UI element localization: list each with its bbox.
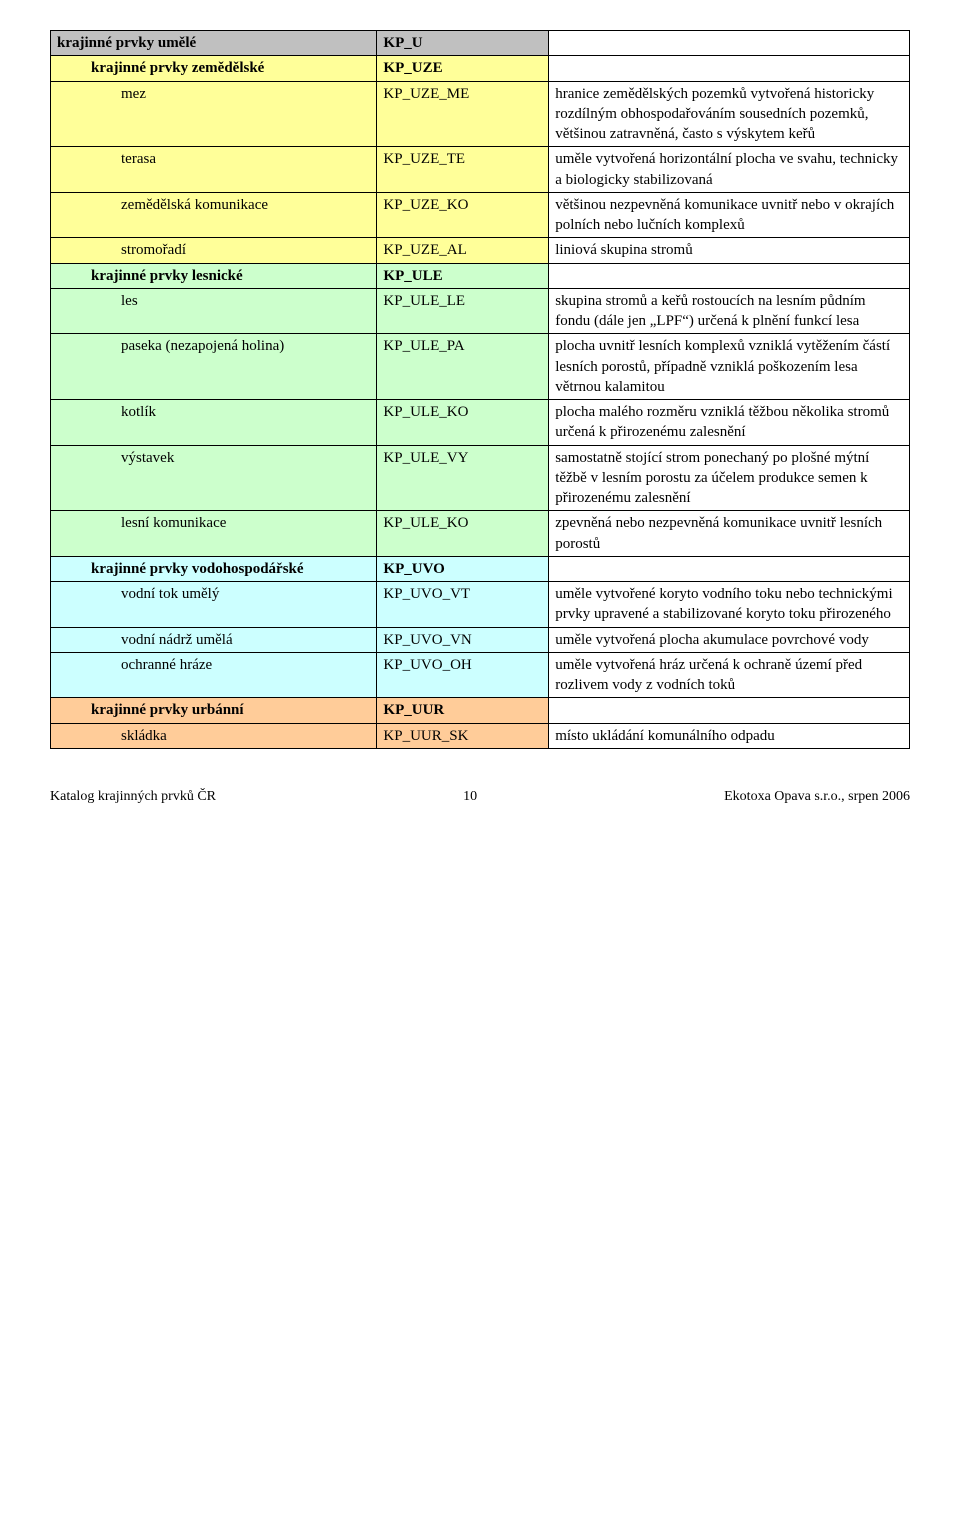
table-row: lesKP_ULE_LEskupina stromů a keřů rostou…	[51, 288, 910, 334]
code-cell: KP_UVO_VN	[377, 627, 549, 652]
name-cell: terasa	[51, 147, 377, 193]
name-cell: les	[51, 288, 377, 334]
code-cell: KP_UZE_TE	[377, 147, 549, 193]
description-cell	[549, 698, 910, 723]
description-cell: zpevněná nebo nezpevněná komunikace uvni…	[549, 511, 910, 557]
name-cell: krajinné prvky vodohospodářské	[51, 556, 377, 581]
table-row: paseka (nezapojená holina)KP_ULE_PAploch…	[51, 334, 910, 400]
code-cell: KP_ULE_KO	[377, 511, 549, 557]
description-cell	[549, 56, 910, 81]
description-cell: liniová skupina stromů	[549, 238, 910, 263]
description-cell: hranice zemědělských pozemků vytvořená h…	[549, 81, 910, 147]
code-cell: KP_ULE_VY	[377, 445, 549, 511]
description-cell: uměle vytvořené koryto vodního toku nebo…	[549, 582, 910, 628]
code-cell: KP_UUR_SK	[377, 723, 549, 748]
landscape-elements-table: krajinné prvky uměléKP_Ukrajinné prvky z…	[50, 30, 910, 749]
table-row: vodní tok umělýKP_UVO_VTuměle vytvořené …	[51, 582, 910, 628]
description-cell: uměle vytvořená hráz určená k ochraně úz…	[549, 652, 910, 698]
code-cell: KP_UVO	[377, 556, 549, 581]
footer-right: Ekotoxa Opava s.r.o., srpen 2006	[724, 789, 910, 805]
table-row: zemědělská komunikaceKP_UZE_KOvětšinou n…	[51, 192, 910, 238]
description-cell	[549, 31, 910, 56]
description-cell	[549, 556, 910, 581]
footer-left: Katalog krajinných prvků ČR	[50, 789, 216, 805]
table-row: kotlíkKP_ULE_KOplocha malého rozměru vzn…	[51, 400, 910, 446]
code-cell: KP_UVO_OH	[377, 652, 549, 698]
table-row: ochranné hrázeKP_UVO_OHuměle vytvořená h…	[51, 652, 910, 698]
name-cell: paseka (nezapojená holina)	[51, 334, 377, 400]
description-cell: většinou nezpevněná komunikace uvnitř ne…	[549, 192, 910, 238]
table-row: krajinné prvky urbánníKP_UUR	[51, 698, 910, 723]
page-footer: Katalog krajinných prvků ČR 10 Ekotoxa O…	[50, 789, 910, 805]
description-cell: uměle vytvořená horizontální plocha ve s…	[549, 147, 910, 193]
description-cell	[549, 263, 910, 288]
name-cell: krajinné prvky lesnické	[51, 263, 377, 288]
name-cell: kotlík	[51, 400, 377, 446]
description-cell: uměle vytvořená plocha akumulace povrcho…	[549, 627, 910, 652]
code-cell: KP_ULE_KO	[377, 400, 549, 446]
code-cell: KP_UZE	[377, 56, 549, 81]
code-cell: KP_UZE_AL	[377, 238, 549, 263]
description-cell: místo ukládání komunálního odpadu	[549, 723, 910, 748]
code-cell: KP_ULE_LE	[377, 288, 549, 334]
name-cell: krajinné prvky umělé	[51, 31, 377, 56]
name-cell: skládka	[51, 723, 377, 748]
table-row: krajinné prvky uměléKP_U	[51, 31, 910, 56]
name-cell: vodní tok umělý	[51, 582, 377, 628]
code-cell: KP_U	[377, 31, 549, 56]
footer-center: 10	[463, 789, 477, 805]
code-cell: KP_UUR	[377, 698, 549, 723]
name-cell: vodní nádrž umělá	[51, 627, 377, 652]
code-cell: KP_UZE_KO	[377, 192, 549, 238]
name-cell: krajinné prvky zemědělské	[51, 56, 377, 81]
table-row: krajinné prvky lesnickéKP_ULE	[51, 263, 910, 288]
name-cell: krajinné prvky urbánní	[51, 698, 377, 723]
table-row: krajinné prvky vodohospodářskéKP_UVO	[51, 556, 910, 581]
table-row: lesní komunikaceKP_ULE_KOzpevněná nebo n…	[51, 511, 910, 557]
name-cell: stromořadí	[51, 238, 377, 263]
table-row: mezKP_UZE_MEhranice zemědělských pozemků…	[51, 81, 910, 147]
name-cell: ochranné hráze	[51, 652, 377, 698]
description-cell: plocha malého rozměru vzniklá těžbou něk…	[549, 400, 910, 446]
table-row: terasaKP_UZE_TEuměle vytvořená horizontá…	[51, 147, 910, 193]
table-row: stromořadíKP_UZE_ALliniová skupina strom…	[51, 238, 910, 263]
table-row: krajinné prvky zemědělskéKP_UZE	[51, 56, 910, 81]
description-cell: plocha uvnitř lesních komplexů vzniklá v…	[549, 334, 910, 400]
name-cell: výstavek	[51, 445, 377, 511]
code-cell: KP_ULE_PA	[377, 334, 549, 400]
table-row: vodní nádrž uměláKP_UVO_VNuměle vytvořen…	[51, 627, 910, 652]
name-cell: mez	[51, 81, 377, 147]
name-cell: zemědělská komunikace	[51, 192, 377, 238]
code-cell: KP_ULE	[377, 263, 549, 288]
table-row: skládkaKP_UUR_SKmísto ukládání komunální…	[51, 723, 910, 748]
table-row: výstavekKP_ULE_VYsamostatně stojící stro…	[51, 445, 910, 511]
code-cell: KP_UVO_VT	[377, 582, 549, 628]
description-cell: skupina stromů a keřů rostoucích na lesn…	[549, 288, 910, 334]
description-cell: samostatně stojící strom ponechaný po pl…	[549, 445, 910, 511]
code-cell: KP_UZE_ME	[377, 81, 549, 147]
name-cell: lesní komunikace	[51, 511, 377, 557]
